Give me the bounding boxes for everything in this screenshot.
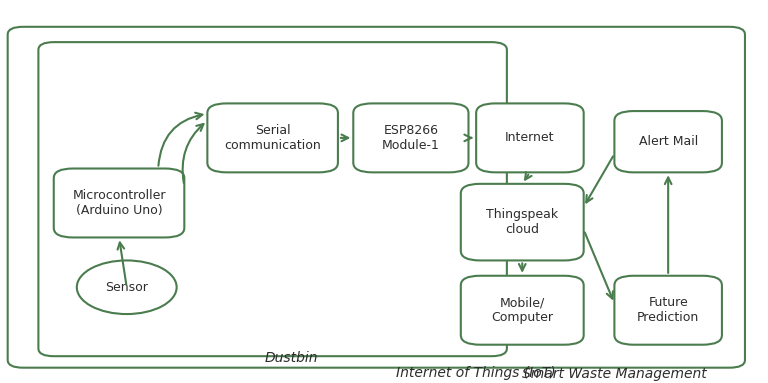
FancyBboxPatch shape xyxy=(8,27,745,368)
Text: Internet: Internet xyxy=(505,131,554,144)
FancyBboxPatch shape xyxy=(614,111,722,172)
Text: Alert Mail: Alert Mail xyxy=(638,135,698,148)
Text: Dustbin: Dustbin xyxy=(265,351,319,365)
Text: Mobile/
Computer: Mobile/ Computer xyxy=(492,296,553,324)
Text: ESP8266
Module-1: ESP8266 Module-1 xyxy=(382,124,440,152)
Text: Serial
communication: Serial communication xyxy=(224,124,321,152)
FancyBboxPatch shape xyxy=(207,103,338,172)
FancyBboxPatch shape xyxy=(38,42,507,356)
FancyBboxPatch shape xyxy=(461,184,584,260)
Text: Internet of Things (IoT): Internet of Things (IoT) xyxy=(396,367,556,380)
FancyBboxPatch shape xyxy=(461,276,584,345)
Text: Microcontroller
(Arduino Uno): Microcontroller (Arduino Uno) xyxy=(72,189,166,217)
Text: Thingspeak
cloud: Thingspeak cloud xyxy=(486,208,558,236)
FancyBboxPatch shape xyxy=(54,169,184,237)
Text: Sensor: Sensor xyxy=(105,281,148,294)
FancyBboxPatch shape xyxy=(614,276,722,345)
Ellipse shape xyxy=(77,260,177,314)
Text: Smart Waste Management: Smart Waste Management xyxy=(521,367,707,381)
Text: Future
Prediction: Future Prediction xyxy=(637,296,700,324)
FancyBboxPatch shape xyxy=(476,103,584,172)
FancyBboxPatch shape xyxy=(353,103,468,172)
